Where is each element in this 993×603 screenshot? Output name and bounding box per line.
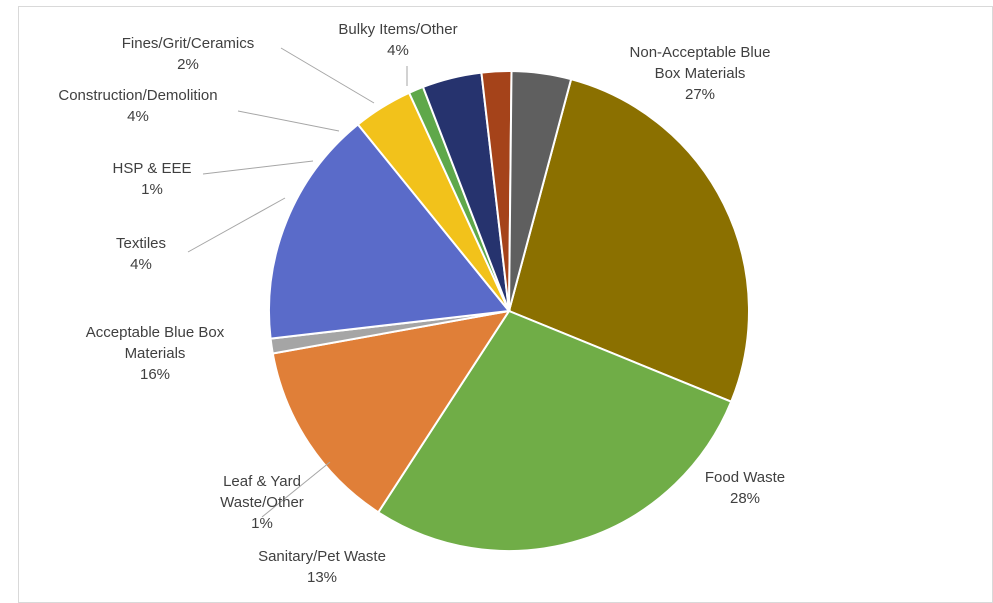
data-label-value-fines-grit-ceramics: 2%: [177, 56, 199, 73]
data-label-category-fines-grit-ceramics: Fines/Grit/Ceramics: [122, 35, 255, 52]
data-label-value-acceptable-blue-box-materials: 16%: [140, 366, 170, 383]
pie-slice-bulky-items-other: [508, 69, 573, 312]
pie-slice-non-acceptable-blue-box-materials: [507, 77, 750, 403]
data-label-category-sanitary-pet-waste: Sanitary/Pet Waste: [258, 548, 386, 565]
data-label-category-hsp-eee: HSP & EEE: [113, 160, 192, 177]
data-label-category-construction-demolition: Construction/Demolition: [58, 87, 217, 104]
data-label-category-acceptable-blue-box-materials: Acceptable Blue Box: [86, 324, 225, 341]
data-label-category-leaf-yard-waste-other: Waste/Other: [220, 494, 304, 511]
pie-slice-food-waste: [376, 309, 733, 552]
data-label-value-food-waste: 28%: [730, 490, 760, 507]
data-label-value-hsp-eee: 1%: [141, 181, 163, 198]
data-label-value-bulky-items-other: 4%: [387, 42, 409, 59]
data-label-value-construction-demolition: 4%: [127, 108, 149, 125]
data-label-value-sanitary-pet-waste: 13%: [307, 569, 337, 586]
pie-slice-acceptable-blue-box-materials: [268, 123, 511, 340]
data-label-value-textiles: 4%: [130, 256, 152, 273]
pie-slice-sanitary-pet-waste: [271, 309, 512, 514]
leader-line-textiles: [187, 197, 286, 253]
data-label-category-non-acceptable-blue-box-materials: Box Materials: [655, 65, 746, 82]
data-label-category-leaf-yard-waste-other: Leaf & Yard: [223, 473, 301, 490]
leader-line-construction-demolition: [237, 110, 340, 132]
data-label-category-non-acceptable-blue-box-materials: Non-Acceptable Blue: [630, 44, 771, 61]
data-label-value-non-acceptable-blue-box-materials: 27%: [685, 86, 715, 103]
data-label-category-food-waste: Food Waste: [705, 469, 785, 486]
leader-line-fines-grit-ceramics: [280, 47, 375, 104]
data-label-category-textiles: Textiles: [116, 235, 166, 252]
leader-line-hsp-eee: [202, 160, 314, 175]
data-label-category-acceptable-blue-box-materials: Materials: [125, 345, 186, 362]
data-label-category-bulky-items-other: Bulky Items/Other: [338, 21, 457, 38]
data-label-value-leaf-yard-waste-other: 1%: [251, 515, 273, 532]
leader-line-leaf-yard-waste-other: [261, 461, 331, 518]
